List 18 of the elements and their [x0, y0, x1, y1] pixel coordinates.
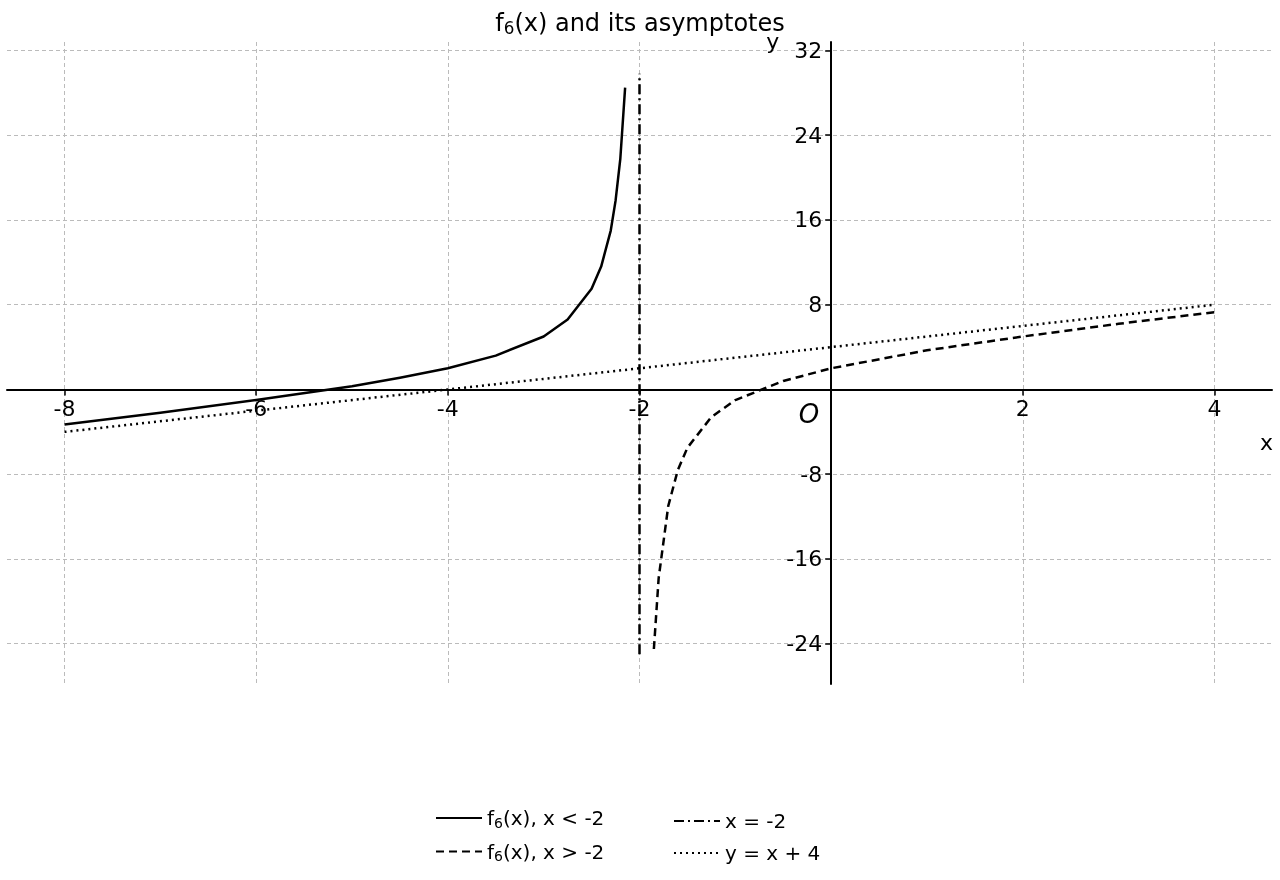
x-tick-label: 4	[1207, 395, 1222, 421]
x-tick-label: -4	[436, 395, 459, 421]
y-tick-label: 16	[794, 207, 823, 233]
x-axis-title: x	[1260, 429, 1274, 455]
y-tick-label: -8	[800, 461, 823, 487]
annotation: O	[798, 399, 820, 430]
legend-label: x = -2	[725, 809, 787, 833]
y-tick-label: 32	[794, 37, 823, 63]
y-tick-label: 24	[794, 122, 823, 148]
legend-label: y = x + 4	[725, 841, 821, 865]
x-tick-label: -8	[53, 395, 76, 421]
y-tick-label: 8	[808, 292, 823, 318]
legend-label: f6(x), x > -2	[487, 839, 605, 864]
y-tick-label: -16	[786, 546, 823, 572]
x-tick-label: 2	[1015, 395, 1030, 421]
y-tick-label: -24	[786, 631, 823, 657]
legend-label: f6(x), x < -2	[487, 806, 605, 831]
x-tick-label: -6	[245, 395, 268, 421]
